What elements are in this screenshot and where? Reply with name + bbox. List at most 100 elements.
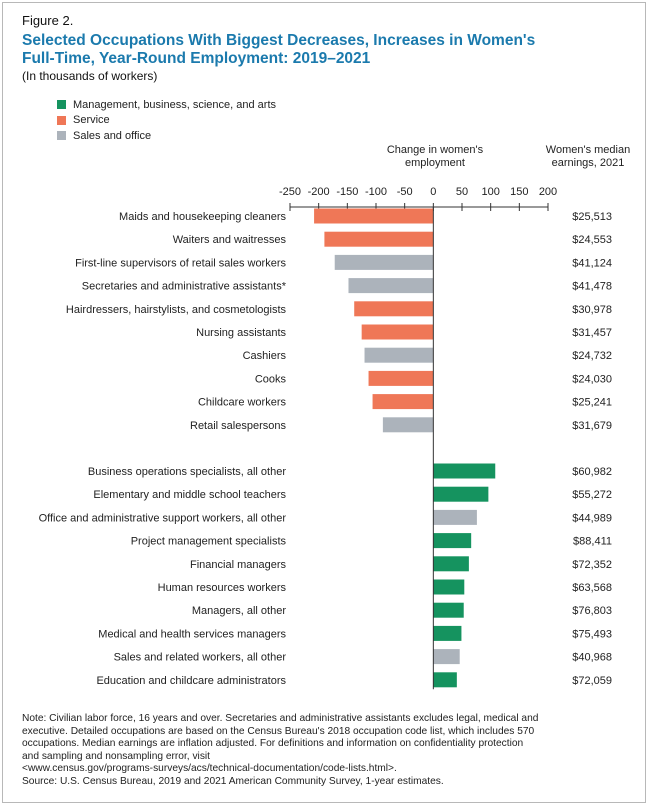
category-label: Cashiers [243, 350, 287, 362]
legend: Management, business, science, and arts … [57, 97, 276, 144]
earnings-label: $72,059 [572, 675, 612, 687]
note-line: occupations. Median earnings are inflati… [22, 738, 524, 750]
category-label: Cooks [255, 373, 287, 385]
legend-swatch-management [57, 100, 66, 109]
note-line: and sampling and nonsampling error, visi… [22, 750, 211, 762]
chart-subtitle: (In thousands of workers) [22, 69, 158, 83]
change-column-heading-line-2: employment [405, 157, 465, 169]
x-tick-label: -150 [336, 186, 358, 198]
category-label: Business operations specialists, all oth… [88, 466, 286, 478]
bar [314, 208, 434, 224]
earnings-label: $75,493 [572, 628, 612, 640]
legend-item-management: Management, business, science, and arts [57, 97, 276, 112]
x-tick-label: 50 [456, 186, 468, 198]
category-label: Nursing assistants [196, 327, 286, 339]
category-label: Education and childcare administrators [96, 675, 286, 687]
legend-label-sales-office: Sales and office [73, 129, 152, 142]
x-tick-label: 200 [539, 186, 557, 198]
bar [433, 463, 496, 479]
earnings-label: $88,411 [573, 536, 612, 548]
earnings-column-heading-line-1: Women's median [545, 144, 631, 156]
category-label: First-line supervisors of retail sales w… [75, 257, 286, 269]
legend-label-management: Management, business, science, and arts [73, 98, 277, 111]
earnings-label: $72,352 [572, 559, 612, 571]
earnings-label: $40,968 [572, 652, 612, 664]
category-label: Childcare workers [198, 397, 287, 409]
earnings-label: $60,982 [572, 466, 612, 478]
earnings-label: $41,124 [572, 257, 612, 269]
earnings-label: $55,272 [572, 489, 612, 501]
x-tick-label: 150 [510, 186, 528, 198]
legend-swatch-service [57, 115, 66, 125]
note-line: <www.census.gov/programs-surveys/acs/tec… [22, 763, 397, 775]
note-line: Note: Civilian labor force, 16 years and… [22, 713, 539, 724]
chart-title-line-1: Selected Occupations With Biggest Decrea… [22, 32, 536, 49]
legend-item-sales-office: Sales and office [57, 128, 276, 143]
category-label: Sales and related workers, all other [114, 652, 287, 664]
earnings-label: $63,568 [572, 582, 612, 594]
earnings-label: $44,989 [572, 512, 612, 524]
figure-label: Figure 2. [22, 13, 74, 28]
category-label: Office and administrative support worker… [39, 512, 287, 524]
bar [334, 254, 434, 270]
earnings-label: $24,732 [572, 350, 612, 362]
bar [433, 649, 460, 665]
earnings-label: $24,553 [572, 234, 612, 246]
bar [433, 533, 472, 549]
bar [324, 231, 434, 247]
category-label: Retail salespersons [190, 420, 286, 432]
earnings-label: $24,030 [572, 373, 612, 385]
category-label: Project management specialists [131, 536, 287, 548]
category-label: Elementary and middle school teachers [93, 489, 286, 501]
bar [372, 394, 434, 410]
legend-item-service: Service [57, 113, 276, 128]
x-tick-label: 0 [430, 186, 436, 198]
earnings-label: $76,803 [572, 605, 612, 617]
x-tick-label: 100 [481, 186, 499, 198]
category-label: Managers, all other [192, 605, 286, 617]
legend-label-service: Service [73, 114, 110, 126]
notes: Note: Civilian labor force, 16 years and… [22, 713, 632, 789]
bar [433, 556, 469, 572]
bar [433, 672, 457, 688]
bar [433, 486, 489, 502]
change-column-heading-line-1: Change in women's [386, 144, 484, 156]
earnings-label: $25,513 [572, 211, 612, 223]
chart-title-line-2: Full-Time, Year-Round Employment: 2019–2… [22, 50, 371, 67]
x-tick-label: -200 [308, 186, 330, 198]
category-label: Financial managers [190, 559, 286, 571]
change-column-heading: Change in women's employment [366, 144, 504, 170]
bar [368, 370, 434, 386]
chart-title: Selected Occupations With Biggest Decrea… [22, 32, 622, 68]
category-label: Maids and housekeeping cleaners [119, 211, 286, 223]
bar [433, 579, 465, 595]
earnings-column-heading: Women's median earnings, 2021 [538, 144, 638, 170]
note-line: executive. Detailed occupations are base… [22, 725, 535, 737]
bar [433, 602, 464, 618]
earnings-label: $30,978 [572, 304, 612, 316]
category-label: Secretaries and administrative assistant… [82, 281, 287, 293]
bar [382, 417, 434, 433]
x-tick-label: -250 [279, 186, 301, 198]
bar [364, 347, 434, 363]
x-tick-label: -50 [397, 186, 413, 198]
bar [354, 301, 434, 317]
category-label: Waiters and waitresses [173, 234, 287, 246]
x-tick-label: -100 [365, 186, 387, 198]
earnings-column-heading-line-2: earnings, 2021 [551, 157, 625, 169]
earnings-label: $25,241 [572, 397, 612, 409]
earnings-label: $41,478 [572, 281, 612, 293]
category-label: Medical and health services managers [98, 628, 286, 640]
category-label: Human resources workers [158, 582, 287, 594]
source-line: Source: U.S. Census Bureau, 2019 and 202… [22, 775, 444, 787]
legend-swatch-sales-office [57, 131, 66, 140]
bar [348, 278, 434, 294]
bar [361, 324, 434, 340]
earnings-label: $31,679 [572, 420, 612, 432]
bar [433, 509, 477, 525]
category-label: Hairdressers, hairstylists, and cosmetol… [66, 304, 287, 316]
bar [433, 625, 462, 641]
earnings-label: $31,457 [572, 327, 612, 339]
